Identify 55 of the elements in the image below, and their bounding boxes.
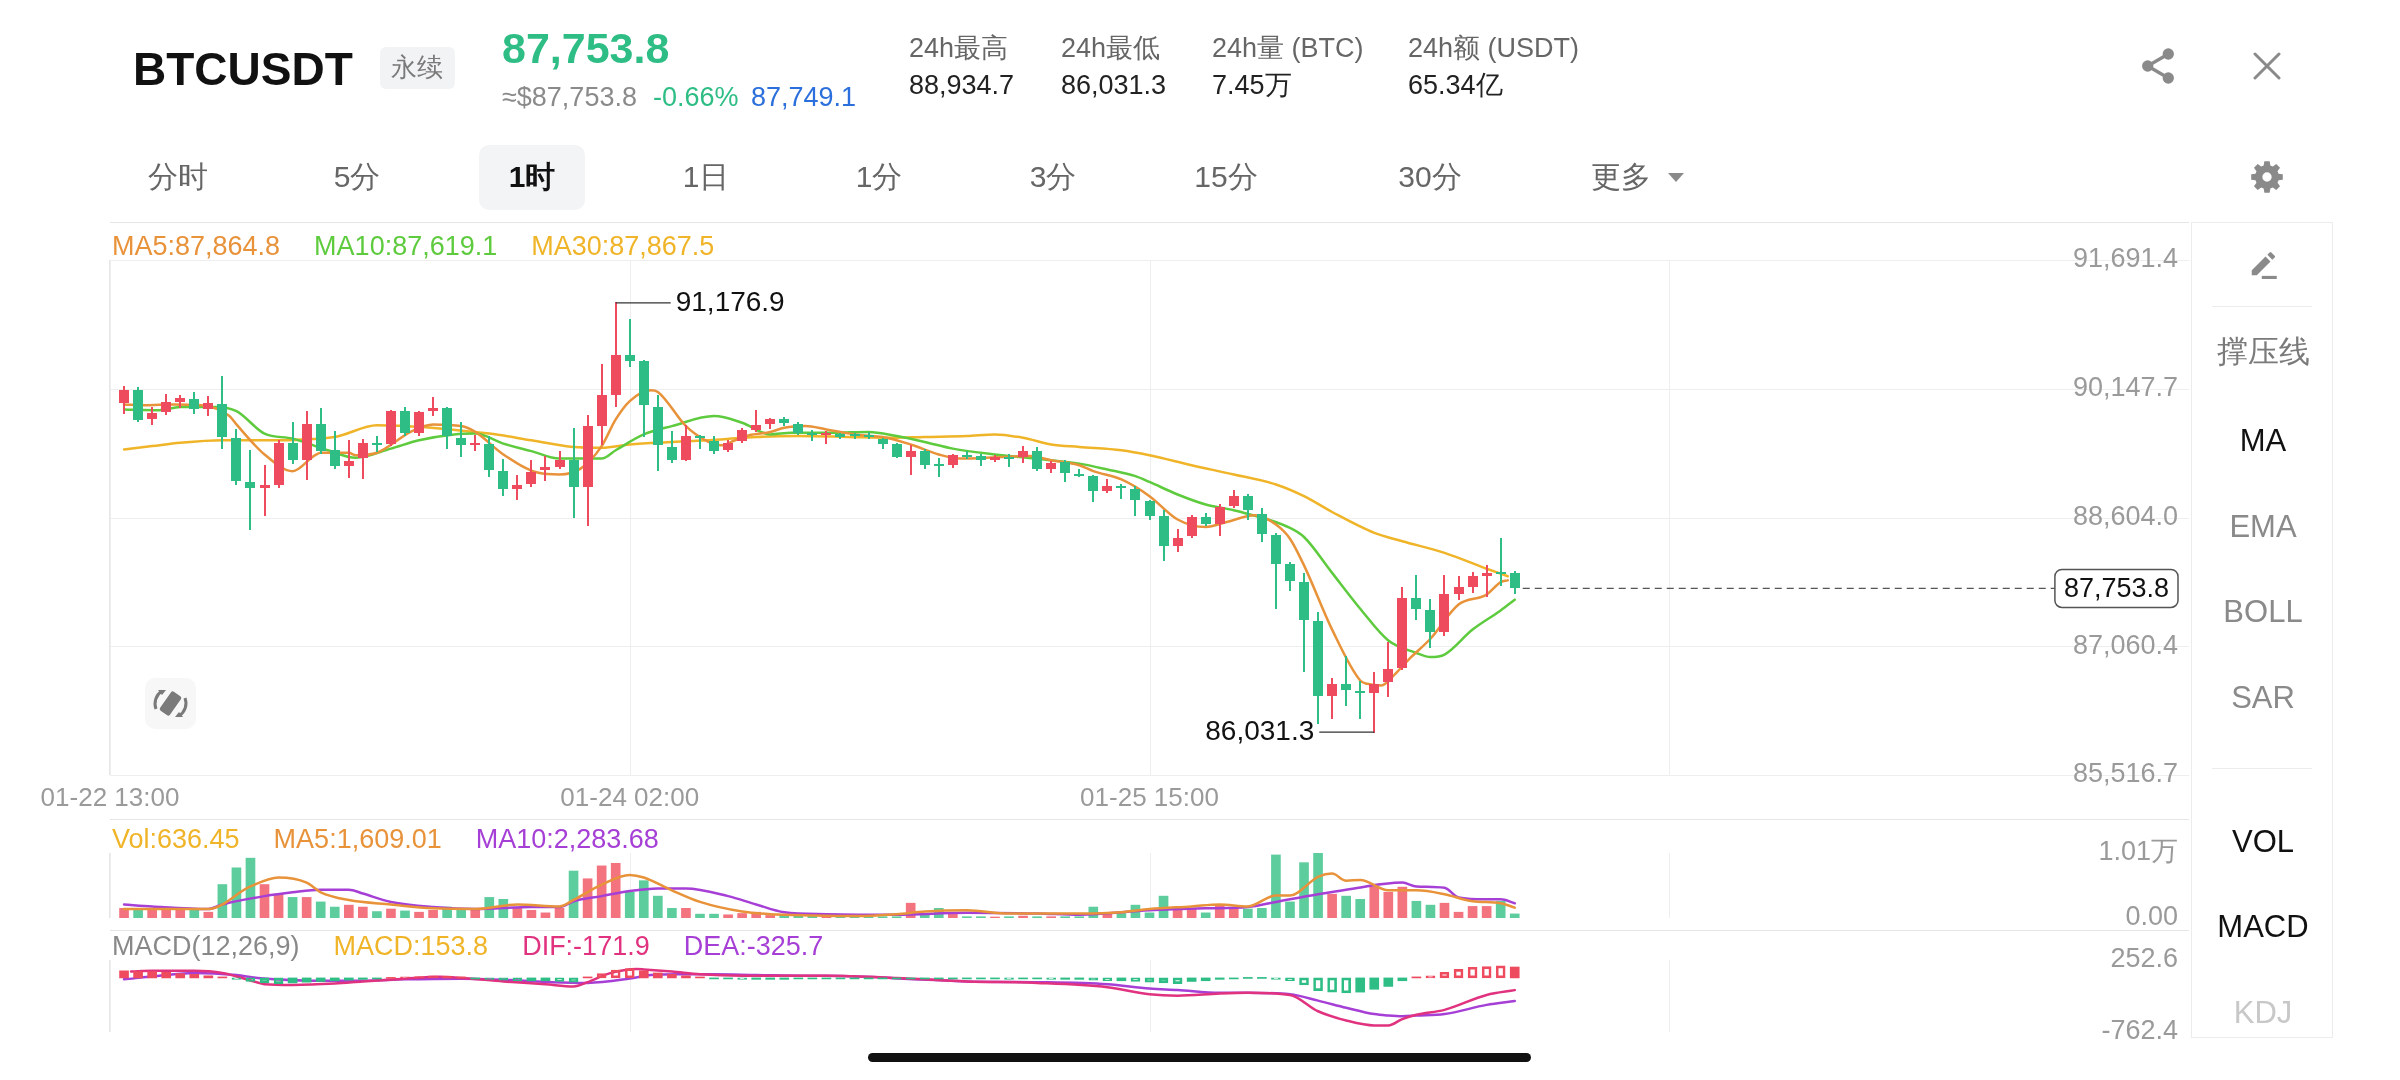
text: BOLL <box>2223 594 2303 630</box>
text: SAR <box>2231 680 2295 716</box>
chart-title: MACD(12,26,9) <box>112 931 300 962</box>
text: MACD <box>2217 909 2309 945</box>
y-tick-label: 1.01万 <box>2098 836 2178 867</box>
y-tick-label: 87,060.4 <box>2072 629 2178 660</box>
y-tick-label: -762.4 <box>2101 1015 2178 1046</box>
text: 30分 <box>1398 159 1462 195</box>
text: 24h额 (USDT) <box>1408 33 1580 65</box>
series-label: DEA:-325.7 <box>683 931 824 962</box>
annotation: 86,031.3 <box>1205 714 1315 746</box>
text: 24h量 (BTC) <box>1212 33 1364 65</box>
x-tick-label: 01-22 13:00 <box>40 782 180 813</box>
text: 5分 <box>333 159 381 195</box>
text: 7.45万 <box>1212 70 1292 102</box>
text: 65.34亿 <box>1408 70 1503 102</box>
text: MA10:87,619.1 <box>314 231 498 262</box>
text: MA5:87,864.8 <box>112 231 281 262</box>
text: VOL <box>2231 824 2295 860</box>
text: 3分 <box>1029 159 1077 195</box>
annotation: MACD:153.8 <box>333 931 489 962</box>
y-tick-label: 252.6 <box>2110 943 2178 974</box>
text: EMA <box>2229 509 2297 545</box>
text: 24h最低 <box>1061 33 1161 65</box>
text: -0.66% <box>653 82 739 114</box>
text: BTCUSDT <box>133 42 353 96</box>
text: MA30:87,867.5 <box>531 231 715 262</box>
text: 86,031.3 <box>1061 70 1167 102</box>
series-label: MA5:1,609.01 <box>273 824 442 855</box>
text: 1分 <box>855 159 903 195</box>
y-tick-label: 88,604.0 <box>2072 500 2178 531</box>
text: 分时 <box>148 159 208 195</box>
y-tick-label: 91,691.4 <box>2072 243 2178 274</box>
text: 87,749.1 <box>751 82 857 114</box>
y-tick-label: 0.00 <box>2125 901 2178 932</box>
text: 1时 <box>508 159 556 195</box>
text: 永续 <box>391 52 443 83</box>
annotation: Vol:636.45 <box>112 824 240 855</box>
text: 更多 <box>1591 159 1651 195</box>
text: 15分 <box>1194 159 1258 195</box>
y-tick-label: 90,147.7 <box>2072 372 2178 403</box>
text: 87,753.8 <box>502 24 670 74</box>
text: MA <box>2239 423 2287 459</box>
y-tick-label: 85,516.7 <box>2072 758 2178 789</box>
text: 24h最高 <box>909 33 1009 65</box>
x-tick-label: 01-25 15:00 <box>1080 782 1219 813</box>
series-label: MA10:2,283.68 <box>475 824 659 855</box>
text: 撑压线 <box>2216 334 2310 370</box>
text: 1日 <box>682 159 730 195</box>
x-tick-label: 01-24 02:00 <box>560 782 700 813</box>
annotation: 91,176.9 <box>675 285 785 317</box>
ref-line-label: 87,753.8 <box>2063 572 2169 603</box>
text: 88,934.7 <box>909 70 1015 102</box>
series-label: DIF:-171.9 <box>522 931 650 962</box>
text: ≈$87,753.8 <box>502 82 637 114</box>
